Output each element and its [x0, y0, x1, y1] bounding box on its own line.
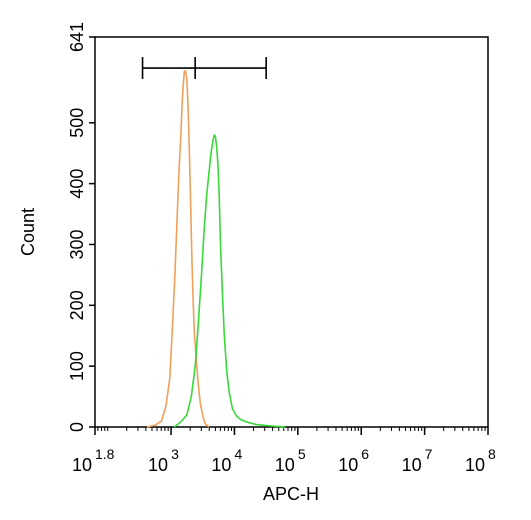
- x-tick-exponent: 5: [298, 446, 306, 462]
- histogram-series-1: [146, 70, 210, 428]
- y-tick-label: 641: [67, 22, 87, 52]
- x-tick-base: 10: [148, 455, 168, 475]
- x-tick-exponent: 4: [234, 446, 242, 462]
- x-tick-exponent: 6: [361, 446, 369, 462]
- y-axis-ticks: 0 100 200 300 400 500 641: [67, 22, 95, 432]
- x-tick-exponent: 8: [488, 446, 496, 462]
- x-tick-exponent: 3: [171, 446, 179, 462]
- y-tick-label: 500: [67, 108, 87, 138]
- y-axis-label: Count: [18, 208, 38, 256]
- gate-marker: [141, 57, 267, 80]
- x-axis-label: APC-H: [263, 484, 319, 504]
- x-tick-base: 10: [338, 455, 358, 475]
- y-tick-label: 400: [67, 169, 87, 199]
- y-tick-label: 0: [67, 422, 87, 432]
- x-tick-base: 10: [72, 455, 92, 475]
- histogram-series-2: [173, 134, 286, 428]
- series-layer: [146, 70, 286, 428]
- x-tick-exponent: 7: [425, 446, 433, 462]
- x-tick-base: 10: [211, 455, 231, 475]
- plot-area: [94, 36, 489, 428]
- y-tick-label: 200: [67, 290, 87, 320]
- y-tick-label: 100: [67, 351, 87, 381]
- x-tick-exponent: 1.8: [95, 446, 115, 462]
- y-tick-label: 300: [67, 229, 87, 259]
- x-tick-base: 10: [402, 455, 422, 475]
- x-tick-base: 10: [275, 455, 295, 475]
- x-tick-base: 10: [465, 455, 485, 475]
